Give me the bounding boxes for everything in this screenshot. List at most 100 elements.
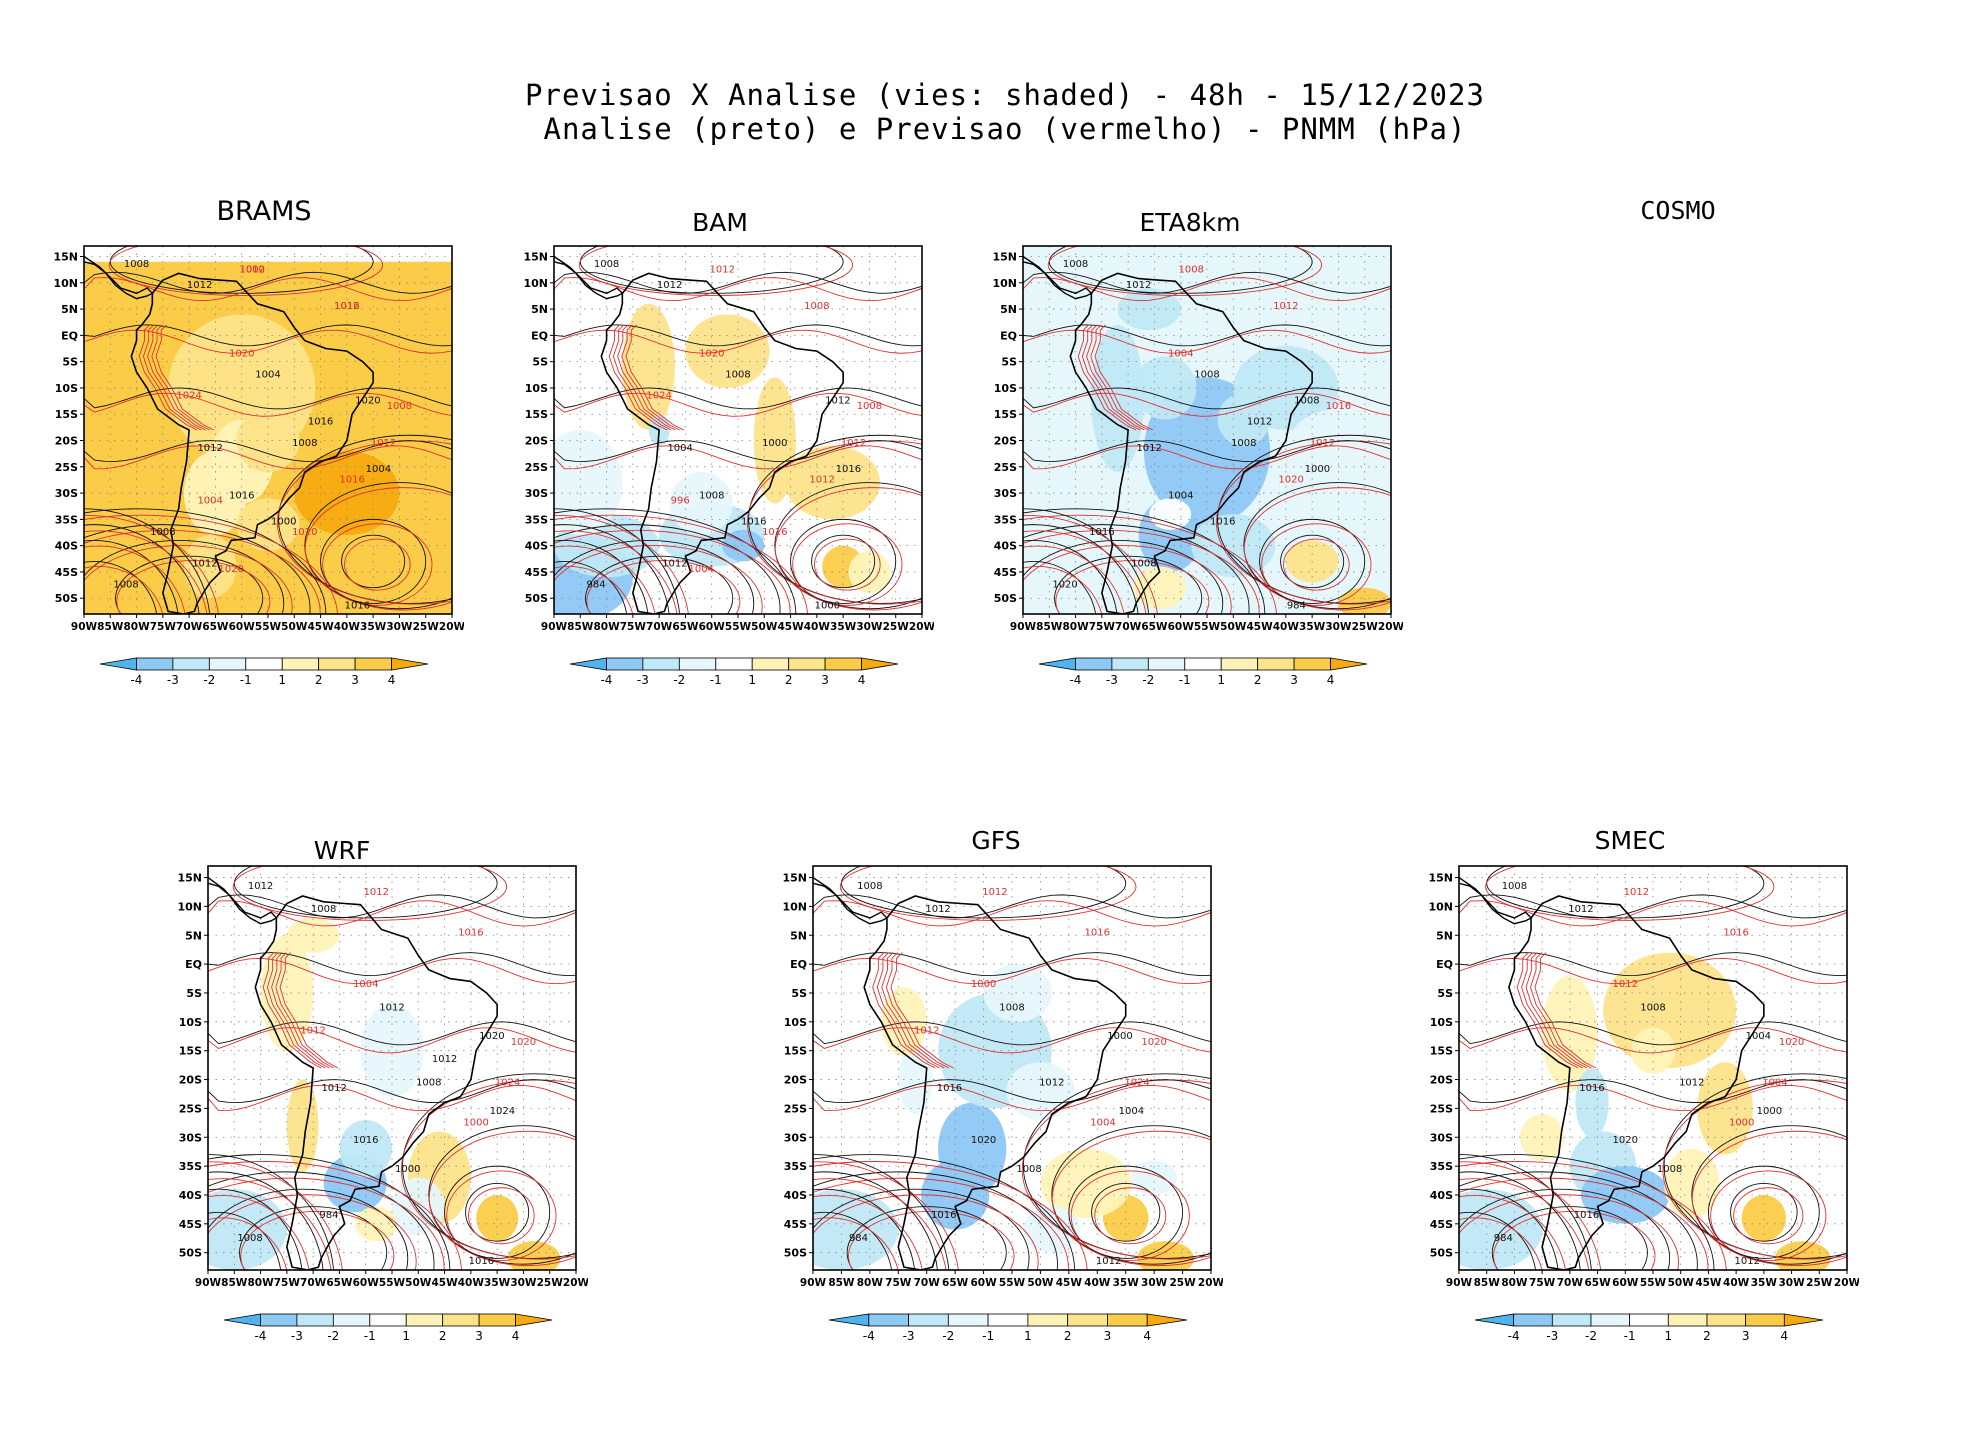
- analysis-contour: [208, 1188, 303, 1270]
- forecast-contour: [617, 324, 676, 431]
- forecast-contour-label: 1024: [176, 390, 201, 401]
- x-tick-label: 70W: [914, 1277, 941, 1289]
- analysis-contour-label: 1012: [321, 1083, 346, 1094]
- analysis-contour: [554, 271, 922, 294]
- bias-blob: [183, 535, 237, 599]
- forecast-contour: [1459, 1161, 1727, 1270]
- analysis-contour-label: 1004: [1119, 1106, 1144, 1117]
- analysis-contour: [554, 560, 628, 614]
- colorbar-segment: [788, 657, 826, 671]
- forecast-contour-label: 1000: [971, 979, 996, 990]
- map-panel-smec: 1008 1012 1008 1012 1016 1020 1004 1000 1008 984 1…: [1428, 865, 1859, 1343]
- analysis-contour-label: 1000: [395, 1164, 420, 1175]
- colorbar-segment: [354, 657, 392, 671]
- colorbar-segment: [318, 657, 356, 671]
- forecast-contour: [84, 515, 219, 614]
- x-tick-label: 85W: [828, 1277, 855, 1289]
- analysis-contour-label: 1008: [416, 1077, 441, 1088]
- x-tick-label: 85W: [97, 621, 124, 633]
- forecast-contour: [1094, 324, 1154, 431]
- y-tick-label: 15N: [782, 872, 807, 885]
- forecast-contour: [1283, 538, 1350, 591]
- x-tick-label: 40W: [1273, 621, 1300, 633]
- analysis-contour: [1691, 1125, 1847, 1265]
- y-tick-label: 35S: [179, 1160, 202, 1173]
- y-tick-label: 5N: [790, 929, 807, 942]
- analysis-contour: [554, 324, 922, 347]
- y-tick-label: 50S: [784, 1247, 807, 1260]
- forecast-contour-label: 1020: [1779, 1037, 1804, 1048]
- forecast-contour-label: 1012: [334, 301, 359, 312]
- analysis-contour: [1023, 524, 1139, 614]
- panel-title-gfs: GFS: [971, 826, 1021, 855]
- x-tick-label: 45W: [1056, 1277, 1083, 1289]
- x-tick-label: 20W: [1834, 1277, 1859, 1289]
- x-tick-label: 40W: [334, 621, 361, 633]
- analysis-contour: [1051, 1125, 1211, 1265]
- y-tick-label: 50S: [994, 592, 1017, 605]
- y-tick-label: 15S: [994, 408, 1017, 421]
- y-tick-label: 25S: [55, 461, 78, 474]
- colorbar-tick-label: 1: [748, 673, 756, 687]
- analysis-contour-label: 1000: [815, 601, 840, 612]
- forecast-contour: [1243, 487, 1391, 611]
- analysis-contour: [208, 894, 576, 919]
- y-tick-label: 30S: [784, 1131, 807, 1144]
- panel-title-wrf: WRF: [313, 836, 371, 865]
- colorbar-tick-label: 3: [821, 673, 829, 687]
- forecast-contour: [813, 957, 1211, 985]
- x-tick-label: 25W: [1806, 1277, 1833, 1289]
- y-tick-label: 25S: [525, 461, 548, 474]
- y-tick-label: 30S: [994, 487, 1017, 500]
- analysis-contour-label: 1016: [931, 1210, 956, 1221]
- analysis-contour: [1459, 1171, 1698, 1270]
- forecast-contour-label: 1016: [762, 527, 787, 538]
- colorbar-tick-label: 1: [1665, 1329, 1673, 1343]
- y-tick-label: 40S: [55, 540, 78, 553]
- colorbar-tick-label: 4: [1143, 1329, 1151, 1343]
- analysis-contour: [811, 534, 876, 589]
- analysis-contour-label: 1008: [1231, 438, 1256, 449]
- colorbar-tick-label: -3: [637, 673, 649, 687]
- forecast-contour: [1086, 324, 1145, 431]
- forecast-contour: [612, 324, 672, 431]
- colorbar-segment: [405, 1313, 444, 1327]
- x-tick-label: 55W: [999, 1277, 1026, 1289]
- analysis-contour-label: 1012: [248, 881, 273, 892]
- analysis-contour: [320, 518, 427, 604]
- colorbar-segment: [1146, 1313, 1188, 1327]
- analysis-contour-label: 1020: [1613, 1135, 1638, 1146]
- forecast-contour: [468, 1187, 535, 1245]
- analysis-contour: [1243, 482, 1391, 610]
- analysis-contour: [554, 539, 755, 614]
- forecast-contour-label: 1012: [371, 438, 396, 449]
- forecast-contour: [147, 324, 206, 431]
- map-panel-bam: 1008101210081000100410081012101610169841…: [523, 245, 934, 687]
- x-tick-label: 30W: [510, 1277, 537, 1289]
- analysis-contour-label: 1016: [1210, 517, 1235, 528]
- y-tick-label: 25S: [994, 461, 1017, 474]
- analysis-contour: [554, 524, 670, 614]
- forecast-contour-label: 1012: [1310, 438, 1335, 449]
- forecast-contour: [554, 514, 808, 614]
- analysis-contour: [1459, 1211, 1537, 1270]
- analysis-contour-label: 1008: [999, 1002, 1024, 1013]
- analysis-contour-label: 1008: [292, 438, 317, 449]
- forecast-contour-label: 1012: [1624, 887, 1649, 898]
- forecast-contour-label: 1012: [1613, 979, 1638, 990]
- colorbar-segment: [1629, 1313, 1669, 1327]
- analysis-contour-label: 1012: [1568, 904, 1593, 915]
- x-tick-label: 90W: [195, 1277, 222, 1289]
- analysis-contour: [813, 1211, 893, 1270]
- x-tick-label: 65W: [942, 1277, 969, 1289]
- analysis-contour: [1459, 894, 1847, 919]
- analysis-contour: [1023, 440, 1391, 462]
- analysis-contour-label: 1012: [662, 559, 687, 570]
- y-tick-label: 10N: [523, 277, 548, 290]
- x-tick-label: 35W: [830, 621, 857, 633]
- forecast-contour: [84, 530, 208, 614]
- colorbar-tick-label: -4: [863, 1329, 875, 1343]
- x-tick-label: 60W: [699, 621, 726, 633]
- map-panel-gfs: 1008 1012 1008 1012 1016 1020 1000 1004 1008 984 1…: [782, 865, 1223, 1343]
- y-tick-label: 15S: [179, 1045, 202, 1058]
